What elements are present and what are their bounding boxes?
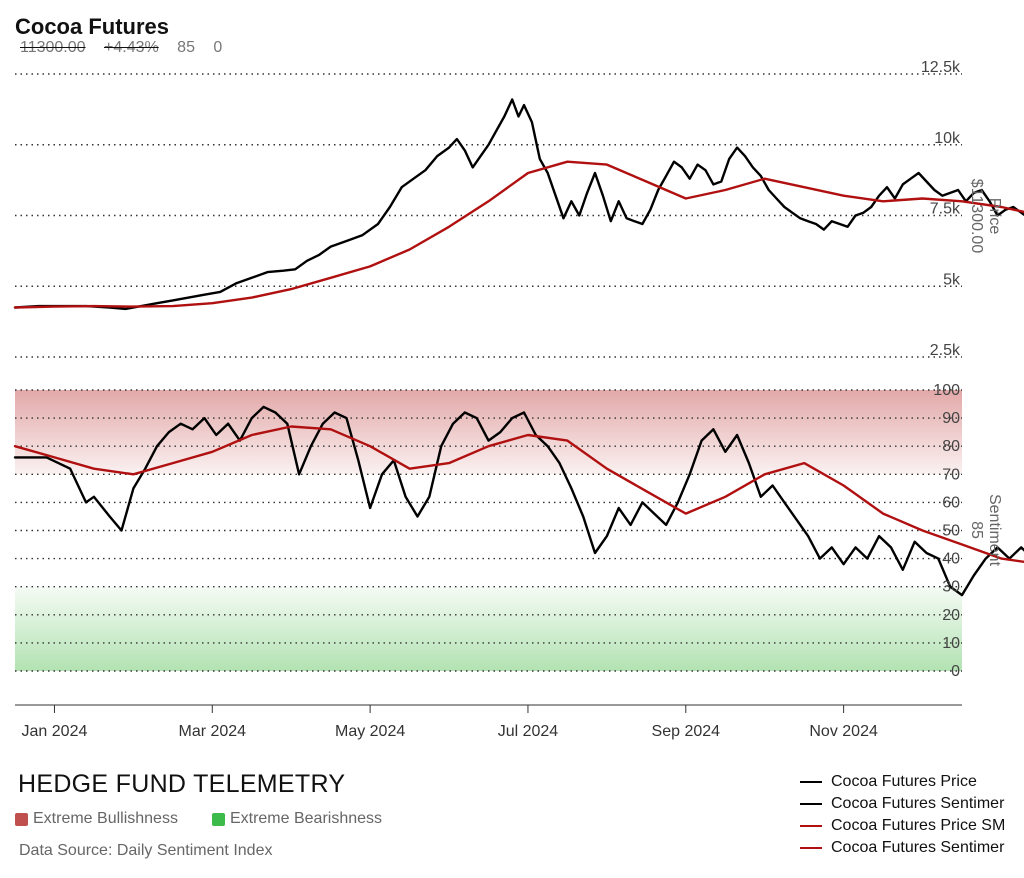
x-tick-label: Nov 2024: [809, 723, 878, 740]
price-tick-label: 10k: [934, 130, 961, 147]
legend-label: Cocoa Futures Price SM: [831, 817, 1006, 834]
sentiment-tick-label: 20: [942, 607, 960, 624]
series-line-1: [13, 405, 1024, 597]
legend-label: Cocoa Futures Price: [831, 773, 977, 790]
legend-swatch: [800, 803, 822, 805]
sentiment-tick-label: 0: [951, 663, 960, 680]
sentiment-tick-label: 50: [942, 523, 960, 540]
x-tick-label: May 2024: [335, 723, 405, 740]
sentiment-tick-label: 70: [942, 466, 960, 483]
bullish-label: Extreme Bullishness: [33, 810, 178, 827]
series-line-0: [13, 98, 1024, 311]
sentiment-tick-label: 80: [942, 438, 960, 455]
price-tick-label: 12.5k: [921, 59, 961, 76]
legend-swatch: [800, 781, 822, 783]
price-tick-label: 5k: [943, 271, 961, 288]
bearish-label: Extreme Bearishness: [229, 810, 383, 827]
price-axis-title: Price: [986, 198, 1003, 235]
sentiment-tick-label: 90: [942, 410, 960, 427]
price-tick-label: 7.5k: [930, 201, 961, 218]
x-tick-label: Jul 2024: [498, 723, 559, 740]
sentiment-tick-label: 10: [942, 635, 960, 652]
chart-canvas: 2.5k 5k 7.5k 10k 12.5k 0 10 20 30 40 50 60 70 80 90 100…: [13, 59, 1024, 740]
x-tick-label: Sep 2024: [652, 723, 721, 740]
brand-name: HEDGE FUND TELEMETRY: [18, 770, 346, 798]
bullish-zone: [15, 390, 962, 475]
zone-key-bullish: Extreme Bullishness: [15, 810, 178, 828]
current-price: 11300.00: [20, 39, 86, 56]
current-sentiment: 85: [177, 39, 195, 56]
legend-item-price[interactable]: Cocoa Futures Price: [800, 771, 1005, 793]
price-axis-value: $11300.00: [968, 179, 985, 254]
price-tick-label: 2.5k: [930, 342, 961, 359]
zero-readout: 0: [213, 39, 223, 56]
legend-label: Cocoa Futures Sentimer: [831, 795, 1005, 812]
sentiment-axis-title: Sentiment: [986, 494, 1003, 567]
bullish-swatch: [15, 812, 28, 826]
zone-key-bearish: Extreme Bearishness: [211, 810, 383, 828]
legend-swatch: [800, 825, 822, 827]
x-tick-label: Jan 2024: [22, 723, 88, 740]
sentiment-tick-label: 40: [942, 551, 960, 568]
sentiment-tick-label: 30: [942, 579, 960, 596]
sentiment-tick-label: 100: [933, 382, 960, 399]
bearish-swatch: [211, 812, 225, 826]
legend-swatch: [800, 847, 822, 849]
legend-item-sentiment-sma[interactable]: Cocoa Futures Sentimer: [800, 837, 1005, 859]
legend: Cocoa Futures Price Cocoa Futures Sentim…: [800, 771, 1005, 859]
sentiment-axis-label: Sentiment85: [968, 494, 1003, 567]
bearish-zone: [15, 586, 962, 671]
chart-title: Cocoa Futures: [15, 14, 170, 39]
legend-item-price-sma[interactable]: Cocoa Futures Price SM: [800, 815, 1005, 837]
legend-label: Cocoa Futures Sentimer: [831, 839, 1005, 856]
x-tick-label: Mar 2024: [178, 723, 246, 740]
price-axis-label: Price$11300.00: [968, 179, 1003, 254]
zone-key: Extreme Bullishness Extreme Bearishness: [15, 810, 382, 828]
data-source: Data Source: Daily Sentiment Index: [19, 842, 273, 859]
price-change: +4.43%: [104, 39, 159, 56]
series-line-2: [13, 160, 1024, 309]
sentiment-tick-label: 60: [942, 494, 960, 511]
series-line-3: [13, 425, 1024, 564]
sentiment-axis-value: 85: [968, 521, 985, 539]
legend-item-sentiment[interactable]: Cocoa Futures Sentimer: [800, 793, 1005, 815]
price-readout: 11300.00 +4.43% 85 0: [20, 39, 236, 57]
